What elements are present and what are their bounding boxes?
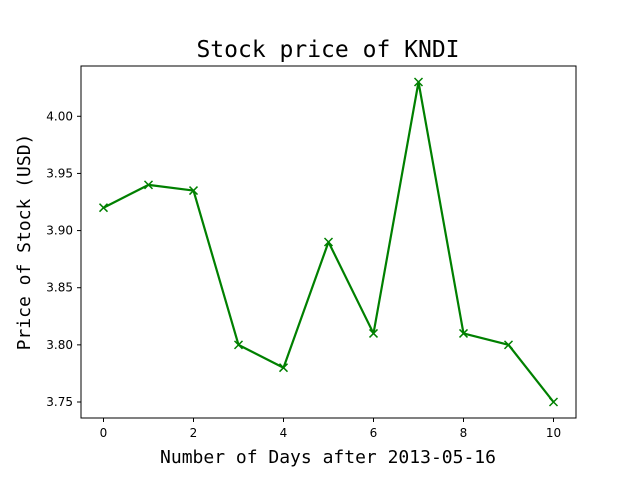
y-tick-label: 3.75 [46, 395, 73, 409]
data-point-marker [98, 203, 109, 213]
plot-area: 0 2 4 6 8 10 3.75 3.80 3.85 3.90 3.95 4.00 [46, 65, 577, 440]
y-tick-label: 3.85 [46, 281, 73, 295]
x-tick-label: 8 [460, 426, 468, 440]
data-point-marker [278, 363, 289, 373]
data-point-marker [503, 340, 514, 350]
x-tick-label: 6 [370, 426, 378, 440]
data-point-marker [143, 180, 154, 190]
chart-title: Stock price of KNDI [196, 37, 459, 63]
y-tick-label: 4.00 [46, 109, 73, 123]
data-point-marker [323, 237, 334, 247]
x-tick-label: 10 [546, 426, 561, 440]
x-tick-label: 0 [100, 426, 108, 440]
data-point-marker [368, 328, 379, 338]
x-tick-label: 4 [280, 426, 288, 440]
y-axis-label: Price of Stock (USD) [14, 134, 35, 351]
x-tick-label: 2 [190, 426, 198, 440]
x-axis-label: Number of Days after 2013-05-16 [160, 447, 496, 468]
y-tick-label: 3.95 [46, 166, 73, 180]
data-point-marker [188, 186, 199, 196]
data-point-marker [458, 328, 469, 338]
axes-frame [80, 65, 577, 419]
data-point-marker [413, 77, 424, 87]
y-tick-label: 3.80 [46, 338, 73, 352]
data-point-marker [233, 340, 244, 350]
data-point-marker [548, 397, 559, 407]
y-tick-label: 3.90 [46, 224, 73, 238]
